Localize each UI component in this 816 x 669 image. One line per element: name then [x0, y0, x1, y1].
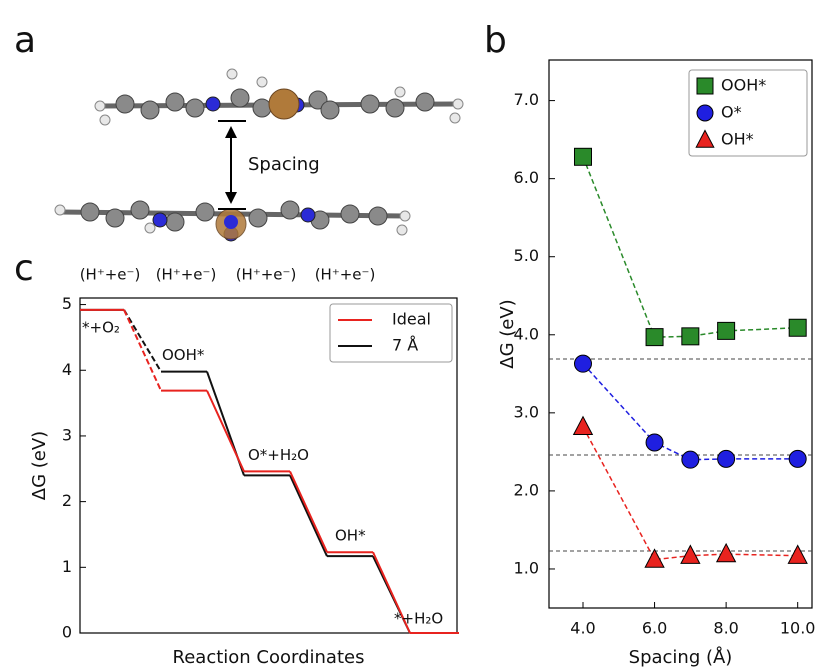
- marker: [697, 105, 713, 121]
- y-tick-label: 3: [62, 425, 72, 444]
- y-tick-label: 2: [62, 491, 72, 510]
- legend-label: O*: [721, 103, 742, 122]
- transition: [124, 310, 161, 391]
- series-line: [583, 157, 798, 337]
- transition: [290, 471, 327, 552]
- y-tick-label: 7.0: [514, 90, 539, 109]
- panel-label: b: [484, 20, 507, 61]
- marker: [646, 329, 663, 346]
- x-tick-label: 8.0: [713, 619, 738, 638]
- marker: [574, 148, 591, 165]
- level-label: OOH*: [162, 346, 205, 364]
- marker: [789, 450, 806, 467]
- y-tick-label: 3.0: [514, 402, 539, 421]
- marker: [697, 78, 713, 94]
- y-tick-label: 4: [62, 360, 72, 379]
- step-label: (H⁺+e⁻): [236, 266, 297, 284]
- level-label: *+H₂O: [394, 610, 443, 628]
- marker: [682, 451, 699, 468]
- series-line: [583, 427, 798, 560]
- figure: a Spacing b1.02.03.04.05.06.07.04.06.08.…: [0, 0, 816, 669]
- series-line: [583, 364, 798, 460]
- legend-label: OOH*: [721, 76, 766, 95]
- x-tick-label: 4.0: [570, 619, 595, 638]
- panel-label: c: [14, 248, 34, 289]
- step-label: (H⁺+e⁻): [156, 266, 217, 284]
- y-tick-label: 0: [62, 623, 72, 642]
- marker: [574, 417, 593, 435]
- marker: [718, 450, 735, 467]
- annotation: Spacing: [248, 154, 320, 175]
- marker: [645, 549, 664, 567]
- marker: [718, 322, 735, 339]
- marker: [788, 545, 807, 563]
- y-axis-label: ΔG (eV): [29, 431, 50, 500]
- marker: [646, 434, 663, 451]
- x-axis-label: Spacing (Å): [629, 646, 733, 668]
- transition: [124, 310, 161, 372]
- y-tick-label: 6.0: [514, 168, 539, 187]
- y-axis-label: ΔG (eV): [497, 299, 518, 368]
- level-label: O*+H₂O: [248, 446, 309, 464]
- x-tick-label: 10.0: [780, 619, 816, 638]
- panel-label: a: [14, 20, 36, 61]
- transition: [290, 475, 327, 556]
- step-label: (H⁺+e⁻): [80, 266, 141, 284]
- x-tick-label: 6.0: [642, 619, 667, 638]
- y-tick-label: 2.0: [514, 480, 539, 499]
- marker: [789, 319, 806, 336]
- legend-label: Ideal: [392, 310, 431, 329]
- legend-box: [330, 304, 452, 362]
- y-tick-label: 1: [62, 557, 72, 576]
- level-label: OH*: [335, 527, 366, 545]
- x-axis-label: Reaction Coordinates: [173, 647, 365, 668]
- y-tick-label: 5: [62, 294, 72, 313]
- level-label: *+O₂: [82, 318, 120, 336]
- marker: [681, 545, 700, 563]
- transition: [207, 391, 244, 472]
- legend-label: 7 Å: [392, 336, 418, 355]
- marker: [574, 355, 591, 372]
- marker: [682, 328, 699, 345]
- marker: [717, 544, 736, 562]
- step-label: (H⁺+e⁻): [315, 266, 376, 284]
- y-tick-label: 1.0: [514, 558, 539, 577]
- y-tick-label: 5.0: [514, 246, 539, 265]
- legend-label: OH*: [721, 130, 754, 149]
